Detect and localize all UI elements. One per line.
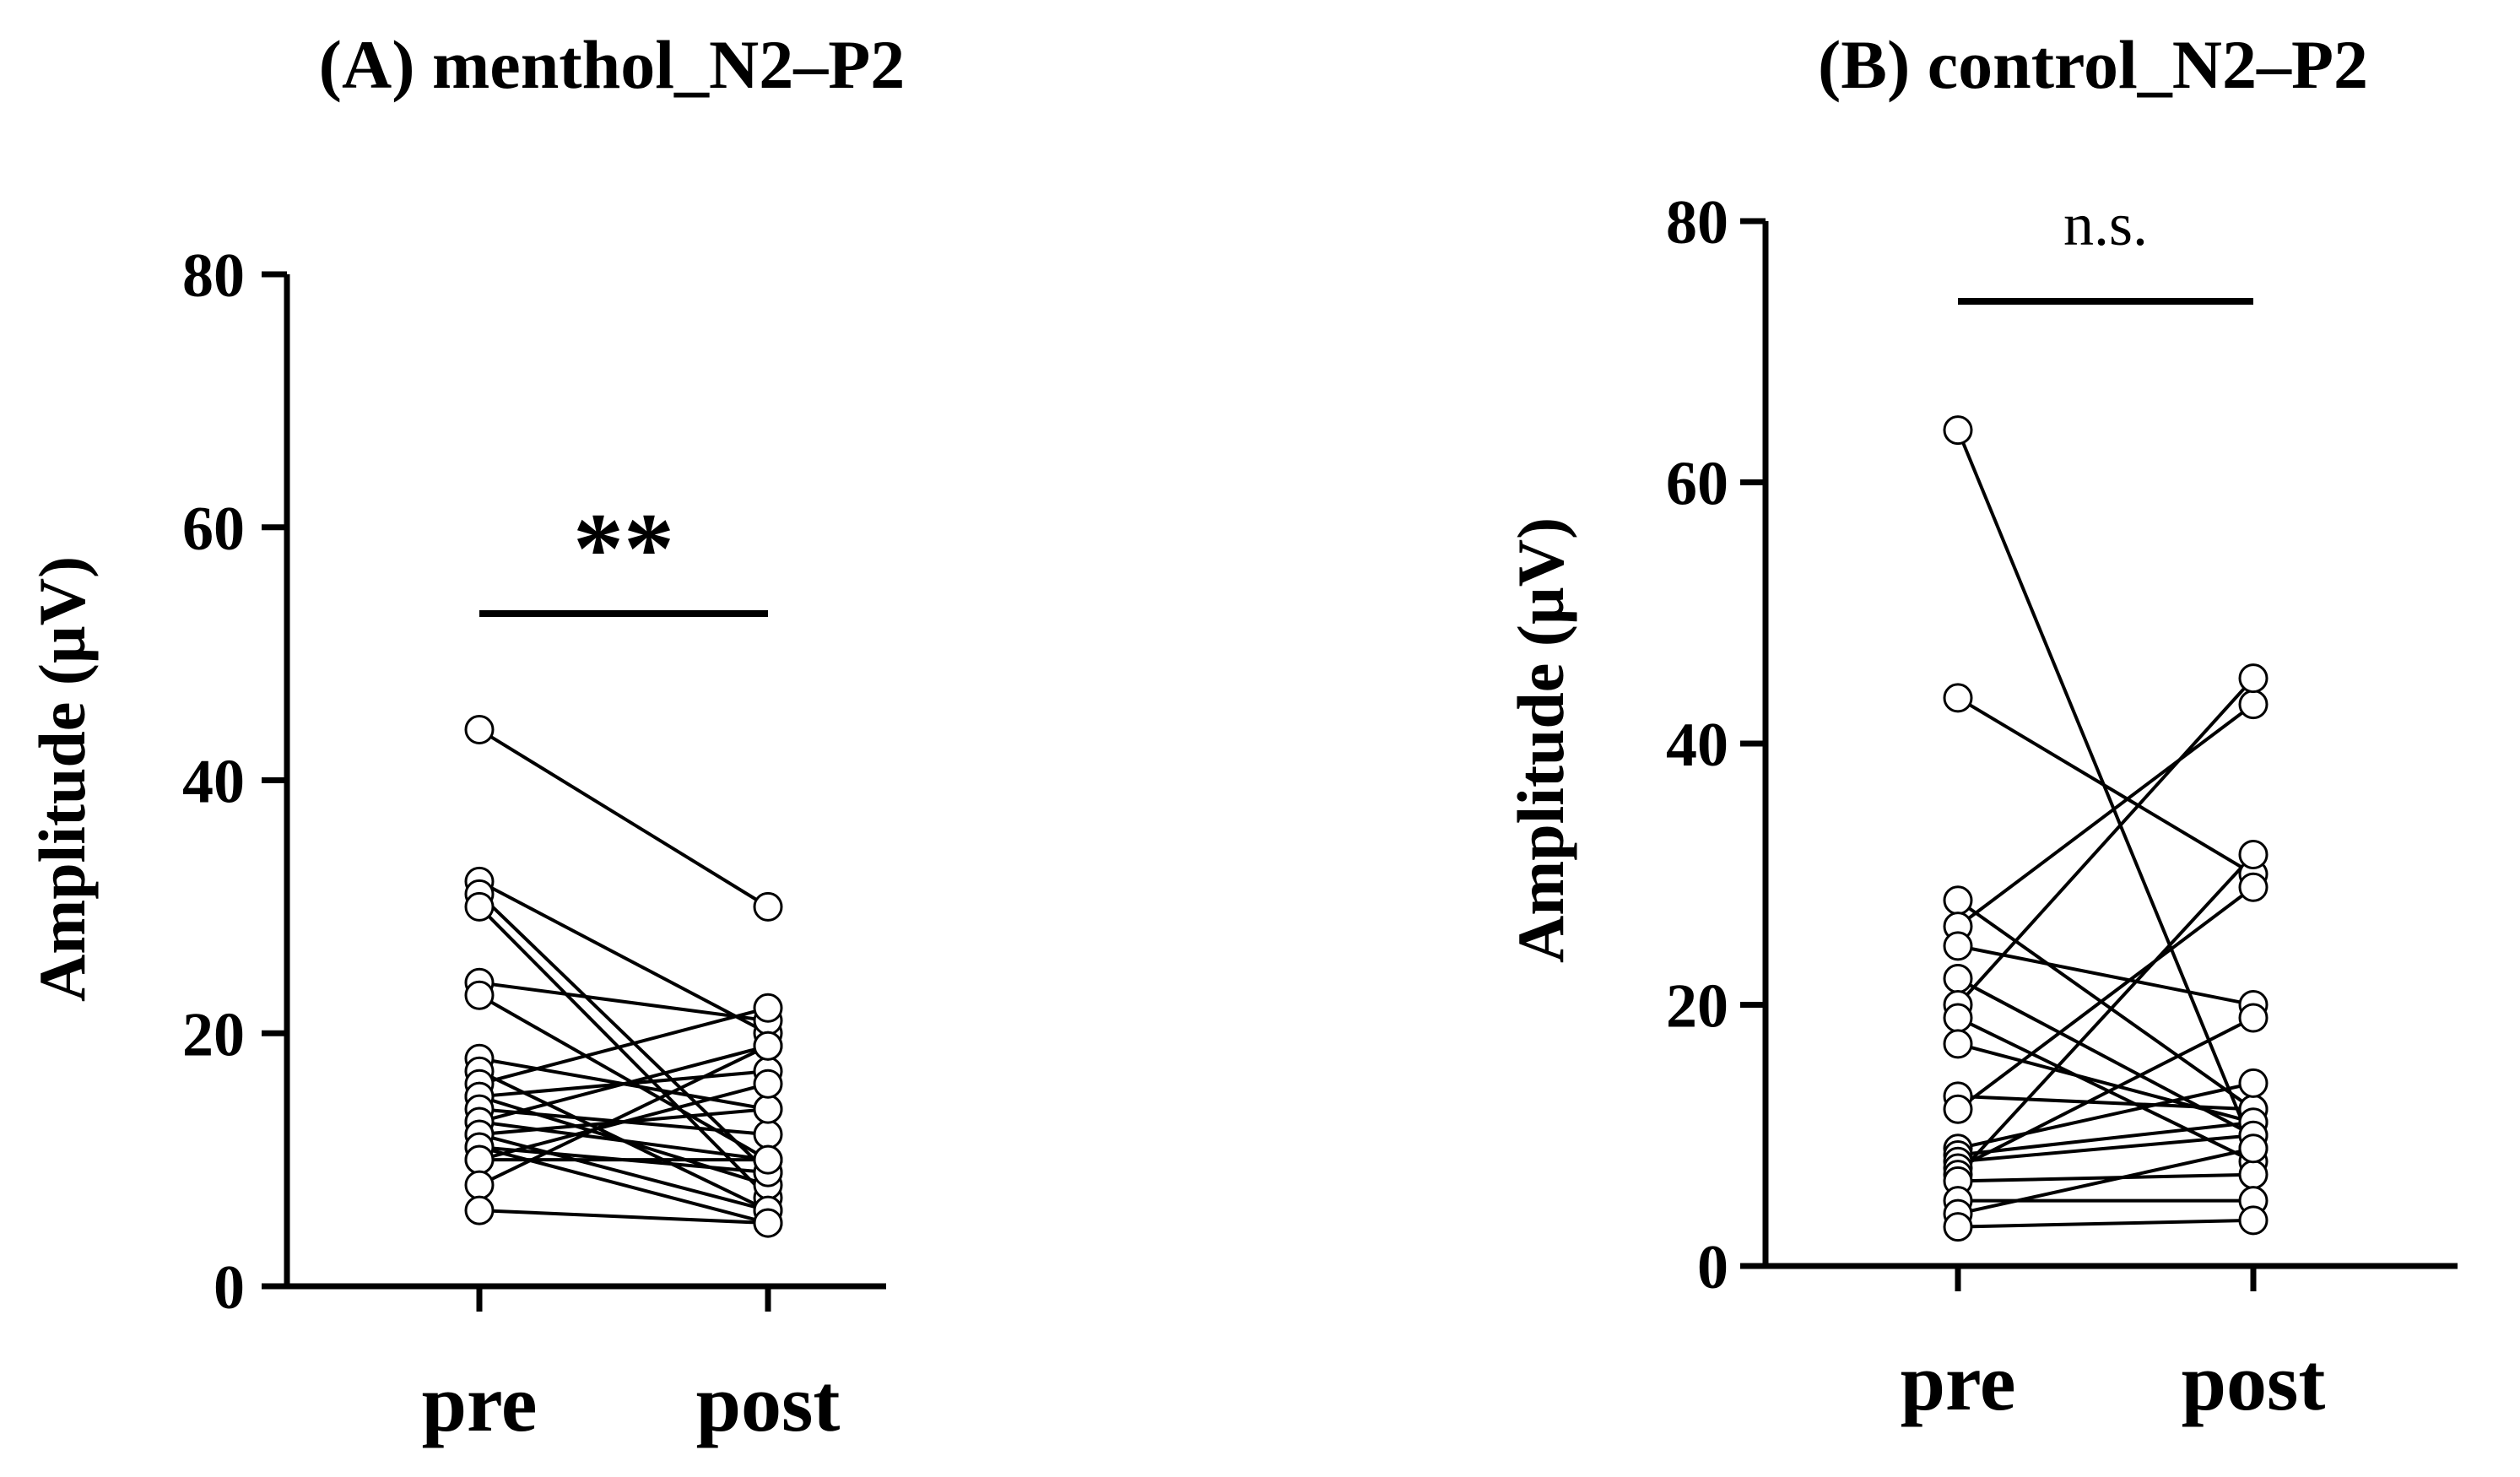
panel-a-x-ticks: pre post: [422, 1286, 841, 1448]
panel-a-point-post: [753, 993, 783, 1023]
panel-a-x-tick-label-pre: pre: [422, 1358, 538, 1448]
panel-b-point-post: [2238, 690, 2269, 720]
panel-a-point-post: [753, 1069, 783, 1099]
panel-a-axes: [284, 274, 886, 1290]
panel-b-point-post: [2238, 1205, 2269, 1236]
panel-b-point-pre: [1943, 415, 1973, 446]
panel-b-point-pre: [1943, 931, 1973, 961]
panel-b-pair-line: [1956, 885, 2255, 1111]
panel-a-pair-lines: [478, 728, 770, 1225]
panel-b-point-post: [2238, 1003, 2269, 1033]
panel-a-pair-line: [479, 879, 769, 1036]
panel-a-point-post: [753, 1208, 783, 1238]
panel-b-title: (B) control_N2–P2: [1818, 26, 2368, 103]
panel-b-y-tick-label: 20: [1666, 972, 1728, 1041]
panel-b-point-post: [2238, 1133, 2269, 1164]
panel-a-pair-line: [479, 1082, 769, 1162]
panel-a-point-post: [753, 1119, 783, 1150]
panel-a-pair-line: [479, 1044, 769, 1124]
panel-b-pair-lines: [1956, 429, 2255, 1229]
panel-b-y-tick-label: 80: [1666, 188, 1728, 257]
panel-a-y-tick-label: 20: [182, 1000, 245, 1069]
panel-b-pair-line: [1957, 944, 2254, 1007]
panel-b-points: [1943, 415, 2269, 1242]
panel-b-pair-line: [1956, 702, 2255, 928]
panel-b-x-tick-label-pre: pre: [1901, 1337, 2016, 1427]
panel-b-significance-label: n.s.: [2063, 191, 2148, 258]
panel-b-point-pre: [1943, 1029, 1973, 1059]
panel-b-point-pre: [1943, 964, 1973, 994]
panel-a-title: (A) menthol_N2–P2: [319, 26, 906, 103]
panel-b-y-ticks: 0 20 40 60 80: [1666, 188, 1766, 1302]
panel-b-pair-line: [1957, 1094, 2254, 1112]
panel-b-pair-line: [1957, 1041, 2254, 1124]
panel-b-point-post: [2238, 1068, 2269, 1098]
panel-a-y-tick-label: 80: [182, 241, 245, 311]
panel-a-point-pre: [464, 980, 495, 1010]
panel-a-point-pre: [464, 715, 495, 745]
panel-b: (B) control_N2–P2 Amplitude (µV) 0 20 40 60…: [1504, 26, 2458, 1427]
panel-a-pair-line: [479, 1209, 769, 1225]
panel-b-pair-line: [1957, 1172, 2254, 1183]
panel-b-point-pre: [1943, 683, 1973, 713]
panel-a-pair-line: [478, 728, 770, 909]
panel-a-pair-line: [478, 905, 770, 1199]
panel-a-pair-line: [479, 1006, 769, 1086]
panel-b-y-tick-label: 60: [1666, 450, 1728, 519]
panel-b-pair-line: [1957, 1016, 2254, 1163]
panel-a-y-axis-label: Amplitude (µV): [25, 556, 99, 1002]
panel-a-point-pre: [464, 1170, 495, 1200]
panel-b-axes: [1762, 221, 2458, 1269]
panel-b-pair-line: [1957, 1133, 2254, 1164]
panel-b-pair-line: [1957, 1146, 2254, 1216]
panel-a-point-pre: [464, 891, 495, 922]
panel-b-y-tick-label: 40: [1666, 711, 1728, 780]
panel-a-point-pre: [464, 1195, 495, 1225]
panel-a-point-pre: [464, 1144, 495, 1175]
panel-a-significance: **: [479, 492, 768, 617]
panel-a-y-tick-label: 0: [214, 1253, 245, 1323]
panel-a-pair-line: [478, 892, 770, 1174]
panel-a-pair-line: [479, 1120, 769, 1162]
panel-b-y-tick-label: 0: [1697, 1233, 1728, 1302]
panel-a-point-post: [753, 891, 783, 922]
panel-b-pair-line: [1957, 1120, 2254, 1157]
panel-b-significance: n.s.: [1958, 191, 2253, 305]
panel-a-point-post: [753, 1031, 783, 1061]
panel-b-pair-line: [1956, 899, 2255, 1111]
panel-a-point-post: [753, 1094, 783, 1124]
panel-a: (A) menthol_N2–P2 Amplitude (µV) 0 20 40 60…: [25, 26, 905, 1448]
panel-b-pair-line: [1957, 1081, 2254, 1150]
panel-a-y-tick-label: 40: [182, 748, 245, 817]
panel-b-x-ticks: pre post: [1901, 1266, 2326, 1427]
panel-b-y-axis-label: Amplitude (µV): [1504, 517, 1577, 963]
panel-a-point-post: [753, 1144, 783, 1175]
panel-a-y-ticks: 0 20 40 60 80: [182, 241, 287, 1323]
panel-b-point-pre: [1943, 1212, 1973, 1242]
panel-b-x-tick-label-post: post: [2182, 1337, 2326, 1427]
panel-b-point-post: [2238, 840, 2269, 870]
panel-b-point-post: [2238, 872, 2269, 902]
panel-b-point-pre: [1943, 1094, 1973, 1124]
panel-b-pair-line: [1956, 853, 2255, 1177]
panel-a-x-tick-label-post: post: [696, 1358, 841, 1448]
panel-b-point-pre: [1943, 1003, 1973, 1033]
panel-a-pair-line: [479, 1044, 769, 1187]
panel-a-y-tick-label: 60: [182, 495, 245, 564]
panel-b-point-pre: [1943, 885, 1973, 916]
panel-a-pair-line: [479, 993, 769, 1161]
panel-b-point-post: [2238, 1160, 2269, 1190]
panel-b-pair-line: [1957, 1016, 2254, 1170]
panel-b-pair-line: [1956, 696, 2255, 876]
panel-a-pair-line: [479, 981, 769, 1023]
panel-b-pair-line: [1956, 677, 2255, 1006]
panel-a-significance-label: **: [573, 492, 674, 604]
panel-a-points: [464, 715, 783, 1238]
panel-b-point-post: [2238, 663, 2269, 694]
panel-b-pair-line: [1956, 429, 2255, 1150]
panel-b-pair-line: [1957, 1218, 2254, 1229]
